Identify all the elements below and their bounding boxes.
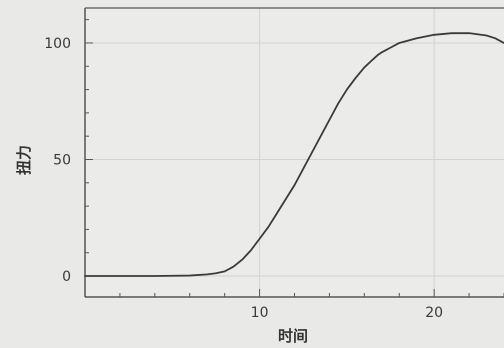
- y-tick-label: 0: [62, 269, 71, 285]
- x-tick-label: 10: [251, 305, 269, 321]
- series-line: [84, 32, 504, 277]
- y-tick-label: 50: [53, 152, 71, 168]
- y-axis-title: 扭力: [15, 145, 33, 175]
- plot-area: [85, 8, 504, 297]
- y-tick-label: 100: [44, 36, 71, 52]
- x-axis-title: 时间: [278, 327, 308, 345]
- x-tick-label: 20: [425, 305, 443, 321]
